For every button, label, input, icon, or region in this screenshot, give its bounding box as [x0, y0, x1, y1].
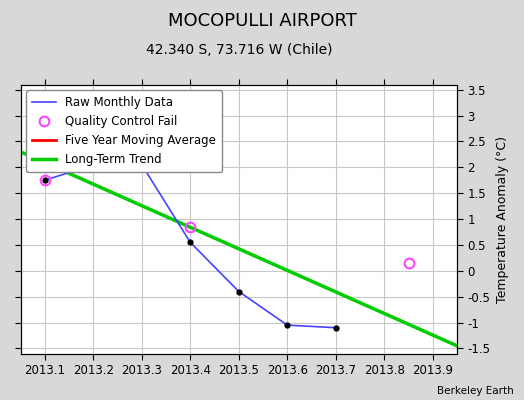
Text: Berkeley Earth: Berkeley Earth	[437, 386, 514, 396]
Text: MOCOPULLI AIRPORT: MOCOPULLI AIRPORT	[168, 12, 356, 30]
Title: 42.340 S, 73.716 W (Chile): 42.340 S, 73.716 W (Chile)	[146, 43, 332, 57]
Raw Monthly Data	[333, 325, 339, 330]
Raw Monthly Data	[139, 162, 145, 167]
Quality Control Fail	[187, 224, 193, 229]
Raw Monthly Data	[90, 162, 96, 167]
Quality Control Fail	[42, 178, 48, 183]
Raw Monthly Data	[187, 240, 193, 245]
Legend: Raw Monthly Data, Quality Control Fail, Five Year Moving Average, Long-Term Tren: Raw Monthly Data, Quality Control Fail, …	[26, 90, 222, 172]
Line: Raw Monthly Data: Raw Monthly Data	[45, 165, 336, 328]
Quality Control Fail	[406, 261, 412, 266]
Line: Quality Control Fail: Quality Control Fail	[40, 176, 413, 268]
Raw Monthly Data	[236, 289, 242, 294]
Raw Monthly Data	[42, 178, 48, 183]
Raw Monthly Data	[284, 323, 290, 328]
Y-axis label: Temperature Anomaly (°C): Temperature Anomaly (°C)	[496, 136, 509, 302]
